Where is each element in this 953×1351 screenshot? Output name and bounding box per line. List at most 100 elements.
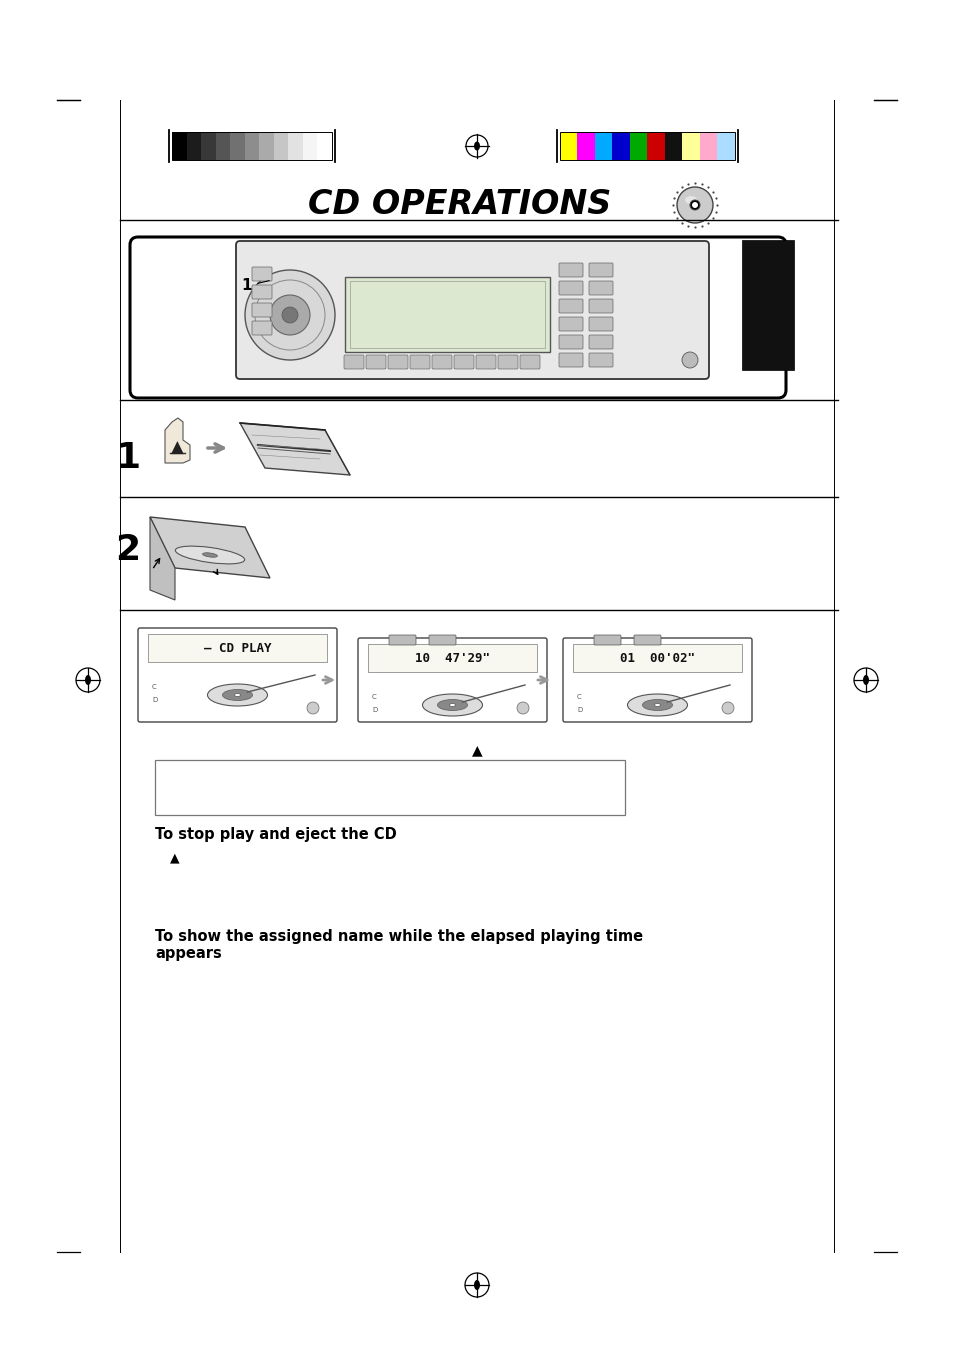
FancyBboxPatch shape — [252, 285, 272, 299]
Text: 10  47'29": 10 47'29" — [415, 651, 490, 665]
FancyBboxPatch shape — [389, 635, 416, 644]
Ellipse shape — [202, 553, 217, 557]
FancyBboxPatch shape — [588, 281, 613, 295]
Text: To stop play and eject the CD: To stop play and eject the CD — [154, 828, 396, 843]
Circle shape — [677, 186, 712, 223]
Ellipse shape — [222, 689, 253, 701]
FancyBboxPatch shape — [562, 638, 751, 721]
FancyBboxPatch shape — [410, 355, 430, 369]
Bar — [288, 132, 303, 159]
FancyBboxPatch shape — [366, 355, 386, 369]
FancyBboxPatch shape — [252, 322, 272, 335]
FancyBboxPatch shape — [558, 335, 582, 349]
Bar — [350, 281, 544, 349]
Ellipse shape — [654, 704, 659, 707]
Bar — [647, 132, 664, 159]
Bar — [245, 132, 259, 159]
FancyBboxPatch shape — [429, 635, 456, 644]
Circle shape — [691, 203, 698, 208]
Bar — [573, 644, 741, 671]
Bar — [230, 132, 245, 159]
Bar — [612, 132, 629, 159]
Ellipse shape — [641, 700, 672, 711]
FancyBboxPatch shape — [252, 267, 272, 281]
Text: C: C — [577, 694, 581, 700]
Ellipse shape — [449, 704, 455, 707]
Circle shape — [721, 703, 733, 713]
Text: D: D — [152, 697, 157, 703]
Polygon shape — [240, 423, 350, 476]
Circle shape — [517, 703, 529, 713]
Bar — [559, 132, 734, 159]
Polygon shape — [150, 517, 270, 578]
FancyBboxPatch shape — [634, 635, 660, 644]
Polygon shape — [165, 417, 190, 463]
FancyBboxPatch shape — [594, 635, 620, 644]
FancyBboxPatch shape — [138, 628, 336, 721]
Bar — [664, 132, 681, 159]
Bar — [201, 132, 215, 159]
Bar — [741, 240, 793, 370]
FancyBboxPatch shape — [388, 355, 408, 369]
FancyBboxPatch shape — [432, 355, 452, 369]
Bar — [317, 132, 332, 159]
FancyBboxPatch shape — [588, 317, 613, 331]
Text: 01  00'02": 01 00'02" — [619, 651, 695, 665]
Text: D: D — [372, 707, 376, 713]
Circle shape — [245, 270, 335, 359]
Ellipse shape — [437, 700, 467, 711]
Bar — [172, 132, 187, 159]
Circle shape — [270, 295, 310, 335]
Text: CD OPERATIONS: CD OPERATIONS — [308, 189, 611, 222]
Text: To show the assigned name while the elapsed playing time
appears: To show the assigned name while the elap… — [154, 928, 642, 961]
FancyBboxPatch shape — [558, 263, 582, 277]
FancyBboxPatch shape — [588, 353, 613, 367]
Text: — CD PLAY: — CD PLAY — [204, 642, 271, 654]
FancyBboxPatch shape — [130, 236, 785, 399]
Ellipse shape — [208, 684, 267, 707]
FancyBboxPatch shape — [558, 353, 582, 367]
Bar — [303, 132, 317, 159]
Text: 2: 2 — [115, 534, 140, 567]
FancyBboxPatch shape — [558, 281, 582, 295]
FancyBboxPatch shape — [344, 355, 364, 369]
FancyBboxPatch shape — [588, 335, 613, 349]
Text: 1: 1 — [241, 277, 252, 293]
Circle shape — [681, 353, 698, 367]
Ellipse shape — [684, 196, 697, 204]
Bar — [595, 132, 612, 159]
Bar — [559, 132, 577, 159]
Text: D: D — [577, 707, 581, 713]
Text: ▲: ▲ — [171, 439, 183, 457]
FancyBboxPatch shape — [357, 638, 546, 721]
Ellipse shape — [474, 1279, 479, 1290]
FancyBboxPatch shape — [454, 355, 474, 369]
Bar — [259, 132, 274, 159]
Ellipse shape — [85, 676, 91, 685]
FancyBboxPatch shape — [558, 299, 582, 313]
Circle shape — [282, 307, 297, 323]
Text: ▲: ▲ — [471, 743, 482, 757]
Bar — [368, 644, 537, 671]
FancyBboxPatch shape — [497, 355, 517, 369]
Text: C: C — [372, 694, 376, 700]
Bar — [345, 277, 550, 353]
Bar — [172, 132, 332, 159]
Ellipse shape — [234, 693, 240, 697]
Bar — [700, 132, 717, 159]
Bar — [215, 132, 230, 159]
Ellipse shape — [175, 546, 244, 563]
Bar — [187, 132, 201, 159]
FancyBboxPatch shape — [588, 263, 613, 277]
FancyBboxPatch shape — [558, 317, 582, 331]
Ellipse shape — [862, 676, 868, 685]
Ellipse shape — [627, 694, 687, 716]
Bar — [577, 132, 595, 159]
Ellipse shape — [474, 142, 479, 150]
Text: 1: 1 — [115, 440, 140, 476]
FancyBboxPatch shape — [252, 303, 272, 317]
FancyBboxPatch shape — [519, 355, 539, 369]
Polygon shape — [150, 517, 174, 600]
Ellipse shape — [422, 694, 482, 716]
Bar — [274, 132, 288, 159]
